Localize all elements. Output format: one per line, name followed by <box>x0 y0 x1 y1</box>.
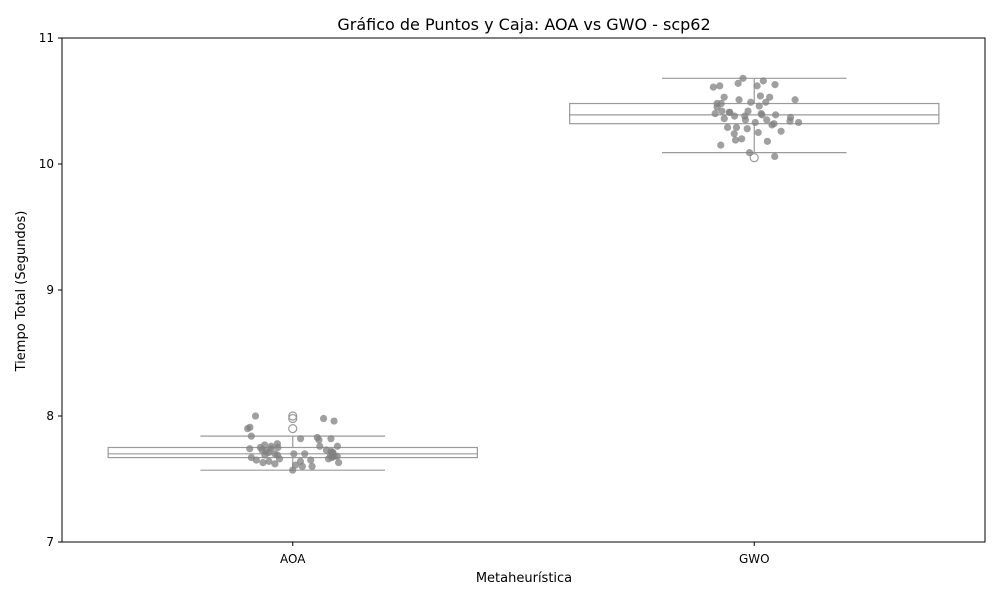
data-point <box>762 98 770 106</box>
plot-frame <box>61 37 986 543</box>
data-point <box>766 93 774 101</box>
x-axis-label: Metaheurística <box>476 571 572 586</box>
y-axis-label: Tiempo Total (Segundos) <box>14 211 29 373</box>
data-point <box>713 103 721 111</box>
data-point <box>763 116 771 124</box>
data-point <box>723 123 732 132</box>
data-point <box>755 102 763 110</box>
data-point <box>747 98 755 106</box>
outlier-marker <box>749 153 759 163</box>
data-point <box>265 457 273 465</box>
data-point <box>730 130 738 138</box>
x-tick-label: AOA <box>280 552 306 566</box>
chart-title: Gráfico de Puntos y Caja: AOA vs GWO - s… <box>337 15 710 34</box>
data-point <box>247 432 255 440</box>
data-point <box>720 93 728 101</box>
data-point <box>327 435 335 443</box>
data-point <box>298 462 306 470</box>
y-tick-label: 9 <box>46 283 54 297</box>
data-point <box>717 141 725 149</box>
data-point <box>261 451 269 459</box>
data-point <box>738 135 746 143</box>
data-point <box>777 127 785 135</box>
data-point <box>259 459 267 467</box>
data-point <box>709 83 717 91</box>
outlier-marker <box>288 424 298 434</box>
data-point <box>319 414 328 423</box>
data-point <box>290 450 298 458</box>
data-point <box>289 466 297 474</box>
data-point <box>330 417 338 425</box>
data-point <box>753 82 761 90</box>
data-point <box>246 445 254 453</box>
data-point <box>741 116 750 124</box>
data-point <box>759 77 767 85</box>
data-point <box>275 455 284 463</box>
data-point <box>271 460 279 468</box>
data-point <box>751 118 759 127</box>
box-iqr <box>107 446 478 459</box>
data-point <box>756 92 765 100</box>
data-point <box>754 128 762 137</box>
data-point <box>274 443 282 452</box>
data-point <box>333 442 342 450</box>
y-tick-label: 7 <box>46 535 54 549</box>
data-point <box>315 436 323 444</box>
data-point <box>296 435 305 443</box>
data-point <box>720 115 728 123</box>
outlier-marker <box>288 411 298 421</box>
data-point <box>711 110 719 118</box>
data-point <box>735 96 743 104</box>
data-point <box>730 112 739 120</box>
data-point <box>251 412 260 420</box>
data-point <box>252 456 260 464</box>
data-point <box>324 455 333 463</box>
plot-area: 7 8 9 10 11 AOA GWO <box>39 31 986 566</box>
data-point <box>772 111 780 119</box>
y-tick-label: 11 <box>39 31 54 45</box>
data-point <box>795 118 803 127</box>
data-point <box>743 125 751 133</box>
outlier-marker <box>288 413 298 424</box>
data-point <box>745 149 754 157</box>
data-point <box>739 74 747 82</box>
data-point <box>307 456 315 464</box>
data-point <box>734 79 742 87</box>
data-point <box>768 121 776 129</box>
data-point <box>308 462 316 470</box>
y-tick-label: 10 <box>39 157 54 171</box>
data-point <box>335 459 343 467</box>
data-point <box>771 152 779 161</box>
data-point <box>316 442 324 450</box>
data-point <box>758 111 766 119</box>
data-point <box>716 82 724 90</box>
data-point <box>786 117 794 125</box>
data-point <box>301 450 309 458</box>
data-point <box>731 136 740 144</box>
data-point <box>732 123 741 132</box>
data-point <box>771 81 779 89</box>
y-tick-label: 8 <box>46 409 54 423</box>
data-point <box>763 137 771 145</box>
data-point <box>718 107 726 115</box>
x-tick-label: GWO <box>739 552 770 566</box>
data-point <box>244 425 252 433</box>
data-point <box>791 96 799 104</box>
